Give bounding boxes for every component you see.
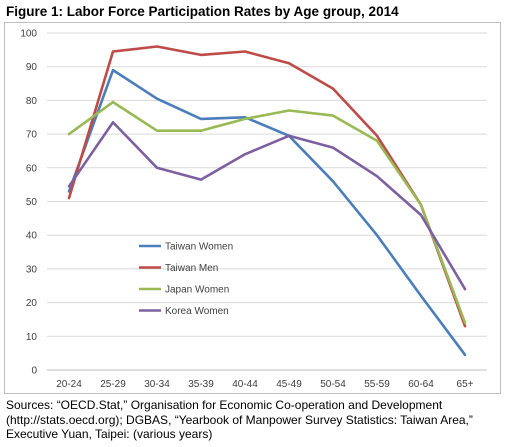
legend-label-korea-women: Korea Women <box>165 306 229 317</box>
x-tick-label-35-39: 35-39 <box>188 379 214 390</box>
chart-area: 0 10 20 30 40 50 60 70 80 90 100 20-24 25-29 30-34 35-… <box>4 22 501 394</box>
series-line-taiwan-women <box>67 68 467 357</box>
sources-line-2: (http://stats.oecd.org); DGBAS, “Yearboo… <box>6 412 473 427</box>
x-tick-label-25-29: 25-29 <box>100 379 126 390</box>
legend-label-taiwan-men: Taiwan Men <box>165 263 218 274</box>
x-tick-label-20-24: 20-24 <box>56 379 82 390</box>
y-tick-label-30: 30 <box>26 264 38 275</box>
y-tick-label-60: 60 <box>26 163 38 174</box>
x-tick-label-55-59: 55-59 <box>364 379 390 390</box>
x-tick-label-30-34: 30-34 <box>144 379 170 390</box>
series-line-japan-women <box>67 100 467 325</box>
series-line-korea-women <box>67 121 467 291</box>
y-tick-label-90: 90 <box>26 62 38 73</box>
figure-title: Figure 1: Labor Force Participation Rate… <box>6 4 399 19</box>
y-tick-label-80: 80 <box>26 96 38 107</box>
x-tick-label-45-49: 45-49 <box>276 379 302 390</box>
y-tick-label-0: 0 <box>31 366 37 377</box>
x-tick-label-50-54: 50-54 <box>320 379 346 390</box>
x-tick-label-60-64: 60-64 <box>408 379 434 390</box>
line-chart: 0 10 20 30 40 50 60 70 80 90 100 20-24 25-29 30-34 35-… <box>20 29 487 390</box>
y-tick-label-50: 50 <box>26 197 38 208</box>
y-tick-label-40: 40 <box>26 231 38 242</box>
sources-note: Sources: “OECD.Stat,” Organisation for E… <box>6 398 502 442</box>
y-tick-label-10: 10 <box>26 332 38 343</box>
legend-label-taiwan-women: Taiwan Women <box>165 242 233 253</box>
series-line-taiwan-men <box>67 45 467 328</box>
y-tick-label-70: 70 <box>26 130 38 141</box>
x-tick-label-40-44: 40-44 <box>232 379 258 390</box>
x-tick-label-65+: 65+ <box>457 379 474 390</box>
y-tick-label-100: 100 <box>20 29 37 40</box>
y-tick-label-20: 20 <box>26 298 38 309</box>
sources-line-3: Executive Yuan, Taipei: (various years) <box>6 427 213 441</box>
sources-line-1: Sources: “OECD.Stat,” Organisation for E… <box>6 398 443 412</box>
legend-label-japan-women: Japan Women <box>165 285 229 296</box>
